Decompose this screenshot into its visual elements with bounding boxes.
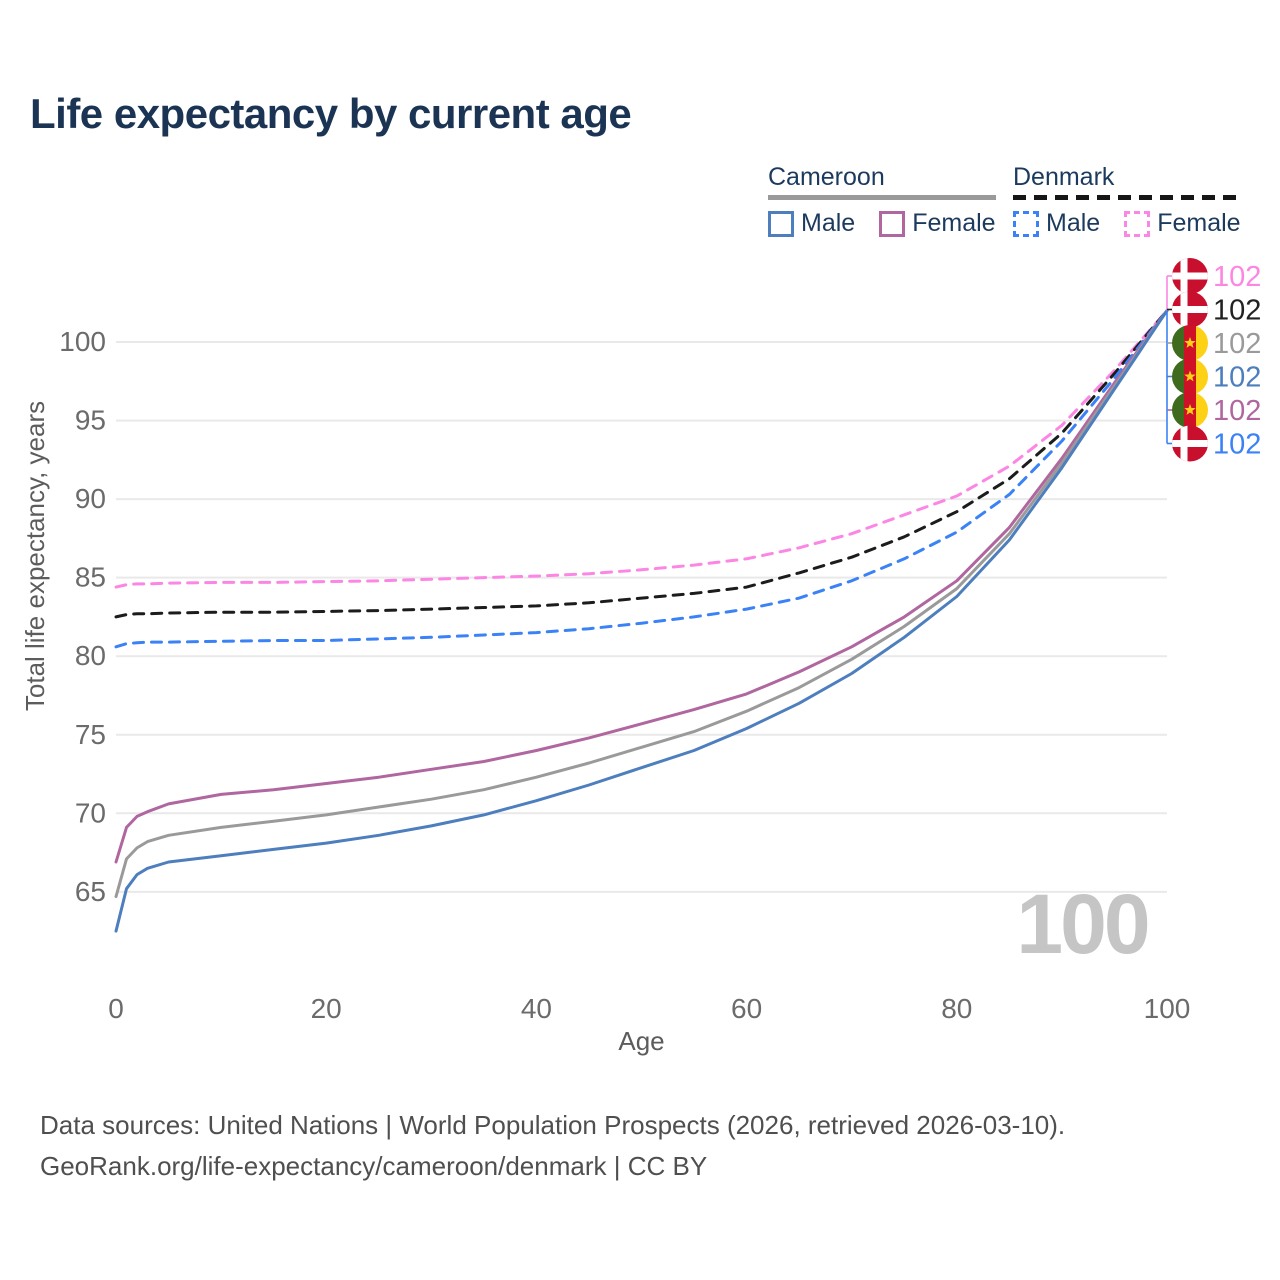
legend-item-denmark-female[interactable]: Female	[1124, 209, 1241, 238]
y-tick-label: 95	[75, 405, 106, 436]
y-tick-label: 90	[75, 483, 106, 514]
series-line-denmark-both-sexes[interactable]	[114, 309, 1169, 619]
end-value-label-cameroon-female[interactable]: 102	[1213, 395, 1261, 427]
data-source-line: Data sources: United Nations | World Pop…	[40, 1110, 1066, 1140]
x-tick-label: 40	[521, 993, 552, 1024]
series-line-cameroon-female[interactable]	[114, 309, 1169, 864]
series-line-cameroon-male[interactable]	[114, 309, 1169, 933]
page-title: Life expectancy by current age	[30, 90, 632, 137]
y-tick-label: 100	[59, 326, 106, 357]
legend-items-cameroon: Male Female	[768, 209, 996, 238]
x-tick-label: 100	[1144, 993, 1191, 1024]
legend-item-label: Female	[1157, 209, 1241, 237]
x-axis-title: Age	[618, 1026, 664, 1056]
y-tick-label: 70	[75, 797, 106, 828]
attribution-line: GeoRank.org/life-expectancy/cameroon/den…	[40, 1151, 708, 1181]
flag-icon-cameroon	[1172, 358, 1208, 395]
legend-item-label: Male	[801, 209, 856, 237]
legend: Cameroon Male Female Denmark Male Female	[0, 163, 1280, 243]
legend-swatch-icon	[1013, 210, 1039, 237]
legend-item-cameroon-male[interactable]: Male	[768, 209, 855, 238]
legend-group-denmark: Denmark Male Female	[1013, 163, 1241, 238]
flag-icon-denmark	[1172, 291, 1208, 328]
legend-swatch-icon	[879, 210, 906, 237]
legend-line-sample-cameroon	[768, 195, 996, 200]
y-axis-title: Total life expectancy, years	[20, 401, 50, 711]
legend-line-sample-denmark	[1013, 195, 1241, 200]
series-line-cameroon-both-sexes[interactable]	[114, 309, 1169, 899]
x-tick-label: 80	[941, 993, 972, 1024]
end-value-label-cameroon-male[interactable]: 102	[1213, 362, 1261, 394]
legend-item-label: Female	[912, 209, 996, 237]
legend-heading-cameroon: Cameroon	[768, 163, 885, 191]
legend-items-denmark: Male Female	[1013, 209, 1241, 238]
legend-item-denmark-male[interactable]: Male	[1013, 209, 1100, 238]
age-watermark: 100	[1016, 877, 1147, 971]
series-line-denmark-female[interactable]	[114, 309, 1169, 589]
x-tick-label: 60	[731, 993, 762, 1024]
y-tick-label: 80	[75, 640, 106, 671]
end-value-label-denmark-male[interactable]: 102	[1213, 429, 1261, 461]
flag-icon-cameroon	[1172, 392, 1208, 428]
end-value-label-denmark-female[interactable]: 102	[1213, 261, 1261, 293]
end-value-label-denmark-both-sexes[interactable]: 102	[1213, 295, 1261, 327]
x-tick-label: 20	[311, 993, 342, 1024]
legend-swatch-icon	[1124, 210, 1151, 237]
flag-icon-denmark	[1172, 425, 1208, 462]
legend-group-cameroon: Cameroon Male Female	[768, 163, 996, 238]
y-tick-label: 65	[75, 876, 106, 907]
legend-heading-denmark: Denmark	[1013, 163, 1115, 191]
series-line-denmark-male[interactable]	[114, 309, 1169, 649]
data-source-footer: Data sources: United Nations | World Pop…	[40, 1105, 1065, 1187]
y-tick-label: 85	[75, 562, 106, 593]
legend-item-label: Male	[1046, 209, 1101, 237]
x-tick-label: 0	[108, 993, 124, 1024]
end-value-label-cameroon-both-sexes[interactable]: 102	[1213, 328, 1261, 360]
legend-swatch-icon	[768, 210, 794, 237]
flag-icon-cameroon	[1172, 325, 1208, 361]
flag-icon-denmark	[1172, 258, 1208, 294]
legend-item-cameroon-female[interactable]: Female	[879, 209, 996, 238]
y-tick-label: 75	[75, 719, 106, 750]
